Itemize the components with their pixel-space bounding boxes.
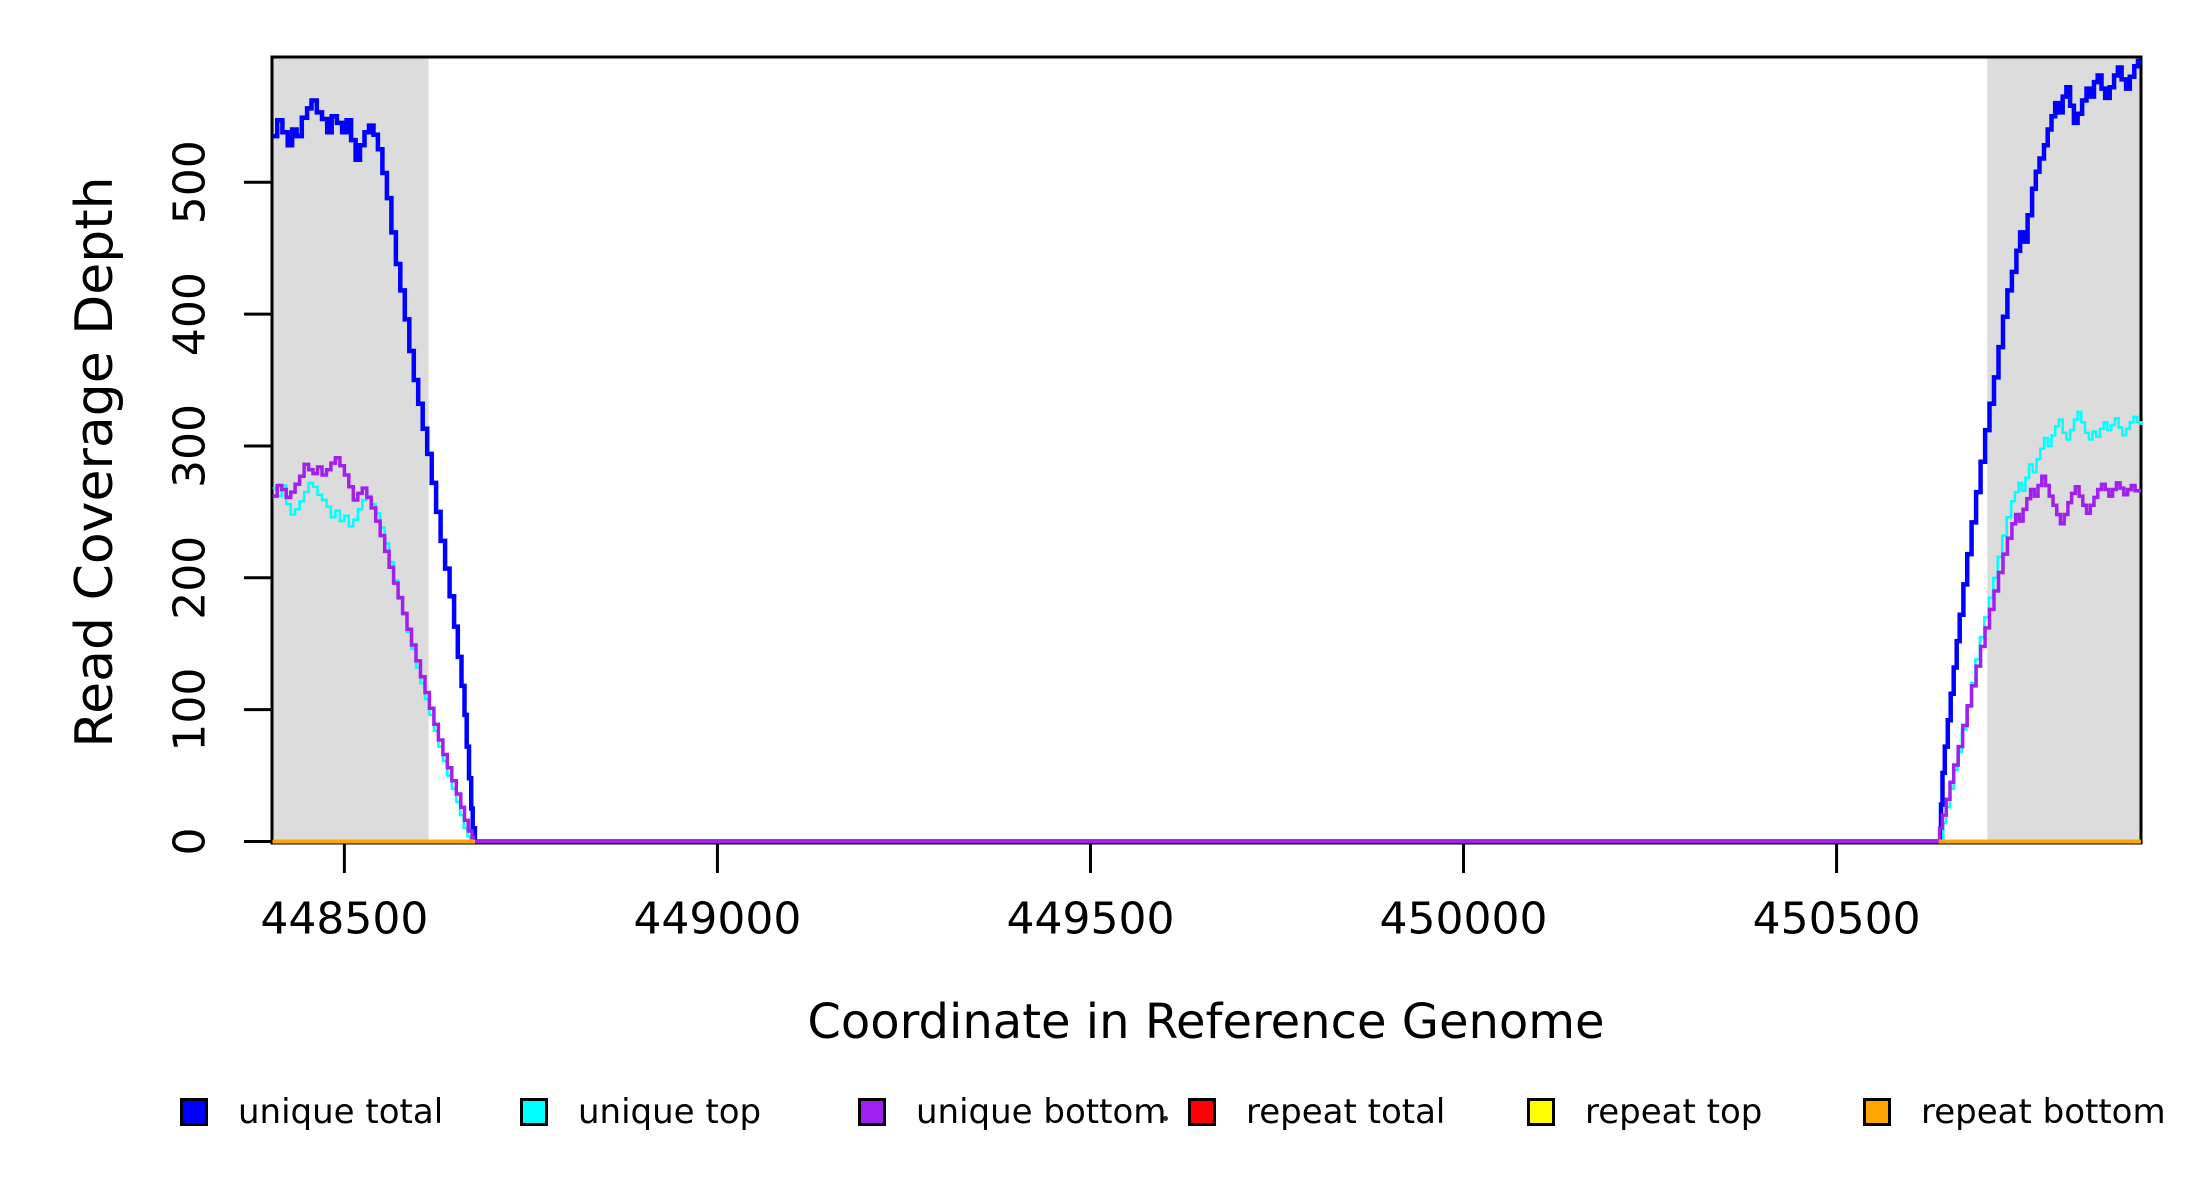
x-tick-label: 449500 (1006, 894, 1174, 945)
legend-swatch-repeat-bottom (1863, 1098, 1891, 1126)
series-unique-total (272, 58, 2141, 844)
legend-label-unique-total: unique total (238, 1092, 444, 1132)
x-tick-label: 450000 (1380, 894, 1548, 945)
legend-item-unique-bottom: unique bottom (858, 1092, 1167, 1132)
legend-item-unique-total: unique total (180, 1092, 444, 1132)
legend-item-repeat-total: repeat total (1188, 1092, 1446, 1132)
y-tick-label: 200 (165, 536, 216, 620)
legend-swatch-unique-top (520, 1098, 548, 1126)
legend-label-repeat-total: repeat total (1246, 1092, 1446, 1132)
legend-label-repeat-top: repeat top (1585, 1092, 1763, 1132)
x-axis: 448500 449000 449500 450000 450500 (260, 843, 1921, 945)
series-line-unique-total (272, 58, 2141, 844)
legend-label-unique-bottom: unique bottom (916, 1092, 1167, 1132)
series-unique-top (272, 410, 2143, 843)
series-line-unique-bottom (272, 456, 2141, 844)
legend-label-unique-top: unique top (578, 1092, 762, 1132)
x-tick-label: 448500 (260, 894, 428, 945)
legend-item-repeat-top: repeat top (1527, 1092, 1763, 1132)
y-tick-label: 0 (165, 828, 216, 856)
legend-label-repeat-bottom: repeat bottom (1921, 1092, 2166, 1132)
series-line-unique-top (272, 410, 2143, 843)
stray-dot (1163, 1116, 1168, 1121)
series-unique-bottom (272, 456, 2141, 844)
legend-swatch-unique-total (180, 1098, 208, 1126)
shaded-regions (272, 57, 2141, 843)
legend-item-repeat-bottom: repeat bottom (1863, 1092, 2166, 1132)
y-axis: 0 100 200 300 400 500 (165, 140, 272, 856)
legend-swatch-unique-bottom (858, 1098, 886, 1126)
y-tick-label: 500 (165, 140, 216, 224)
legend-swatch-repeat-total (1188, 1098, 1216, 1126)
y-axis-title: Read Coverage Depth (65, 176, 125, 748)
y-tick-label: 100 (165, 668, 216, 752)
plot-border (270, 55, 2143, 845)
legend-item-unique-top: unique top (520, 1092, 762, 1132)
y-tick-label: 300 (165, 404, 216, 488)
right-repeat-band (1987, 57, 2141, 843)
y-tick-label: 400 (165, 272, 216, 356)
x-axis-title: Coordinate in Reference Genome (807, 994, 1605, 1050)
left-repeat-band (272, 57, 429, 843)
legend-swatch-repeat-top (1527, 1098, 1555, 1126)
x-tick-label: 450500 (1753, 894, 1921, 945)
x-tick-label: 449000 (633, 894, 801, 945)
